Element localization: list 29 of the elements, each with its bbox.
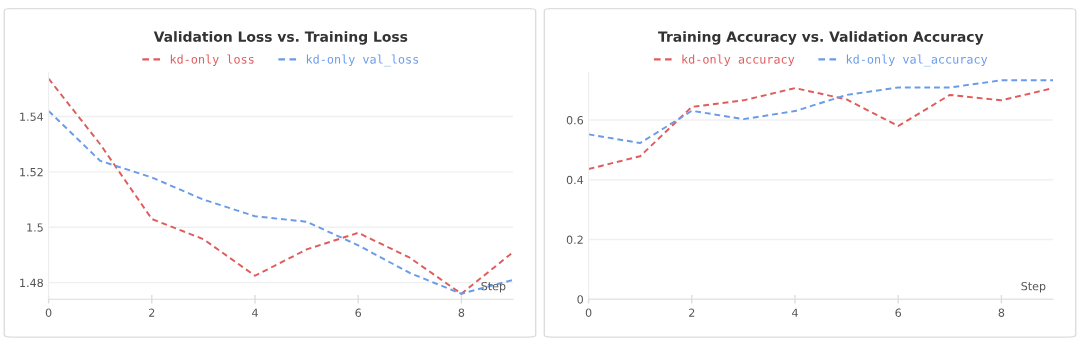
chart-title: Validation Loss vs. Training Loss — [153, 31, 408, 45]
x-tick-label: 4 — [792, 308, 798, 317]
x-tick-label: 8 — [998, 308, 1005, 317]
x-tick-label: 0 — [45, 308, 52, 317]
y-tick-label: 1.48 — [20, 278, 43, 288]
x-axis-title: Step — [481, 281, 506, 293]
legend-label: kd-only val_accuracy — [846, 54, 988, 67]
y-tick-label: 0.2 — [566, 235, 583, 244]
x-tick-label: 4 — [252, 308, 258, 317]
legend-label: kd-only loss — [170, 54, 254, 67]
legend-label: kd-only val_loss — [306, 54, 419, 67]
y-tick-label: 1.52 — [20, 167, 43, 177]
x-axis-title: Step — [1021, 281, 1046, 293]
y-tick-label: 1.5 — [27, 223, 43, 232]
y-tick-label: 0.6 — [566, 116, 584, 125]
line-series — [47, 110, 514, 295]
x-tick-label: 2 — [689, 308, 695, 317]
x-tick-label: 8 — [458, 308, 465, 317]
x-tick-label: 2 — [149, 308, 155, 317]
x-tick-label: 0 — [585, 308, 592, 317]
line-series — [587, 79, 1054, 145]
x-tick-label: 6 — [895, 308, 902, 317]
chart-title: Training Accuracy vs. Validation Accuracy — [658, 31, 984, 45]
x-tick-label: 6 — [355, 308, 362, 317]
y-tick-label: 0 — [577, 295, 583, 304]
y-tick-label: 0.4 — [566, 175, 584, 185]
legend-label: kd-only accuracy — [682, 54, 795, 67]
line-series — [47, 77, 514, 295]
y-tick-label: 1.54 — [20, 112, 44, 121]
